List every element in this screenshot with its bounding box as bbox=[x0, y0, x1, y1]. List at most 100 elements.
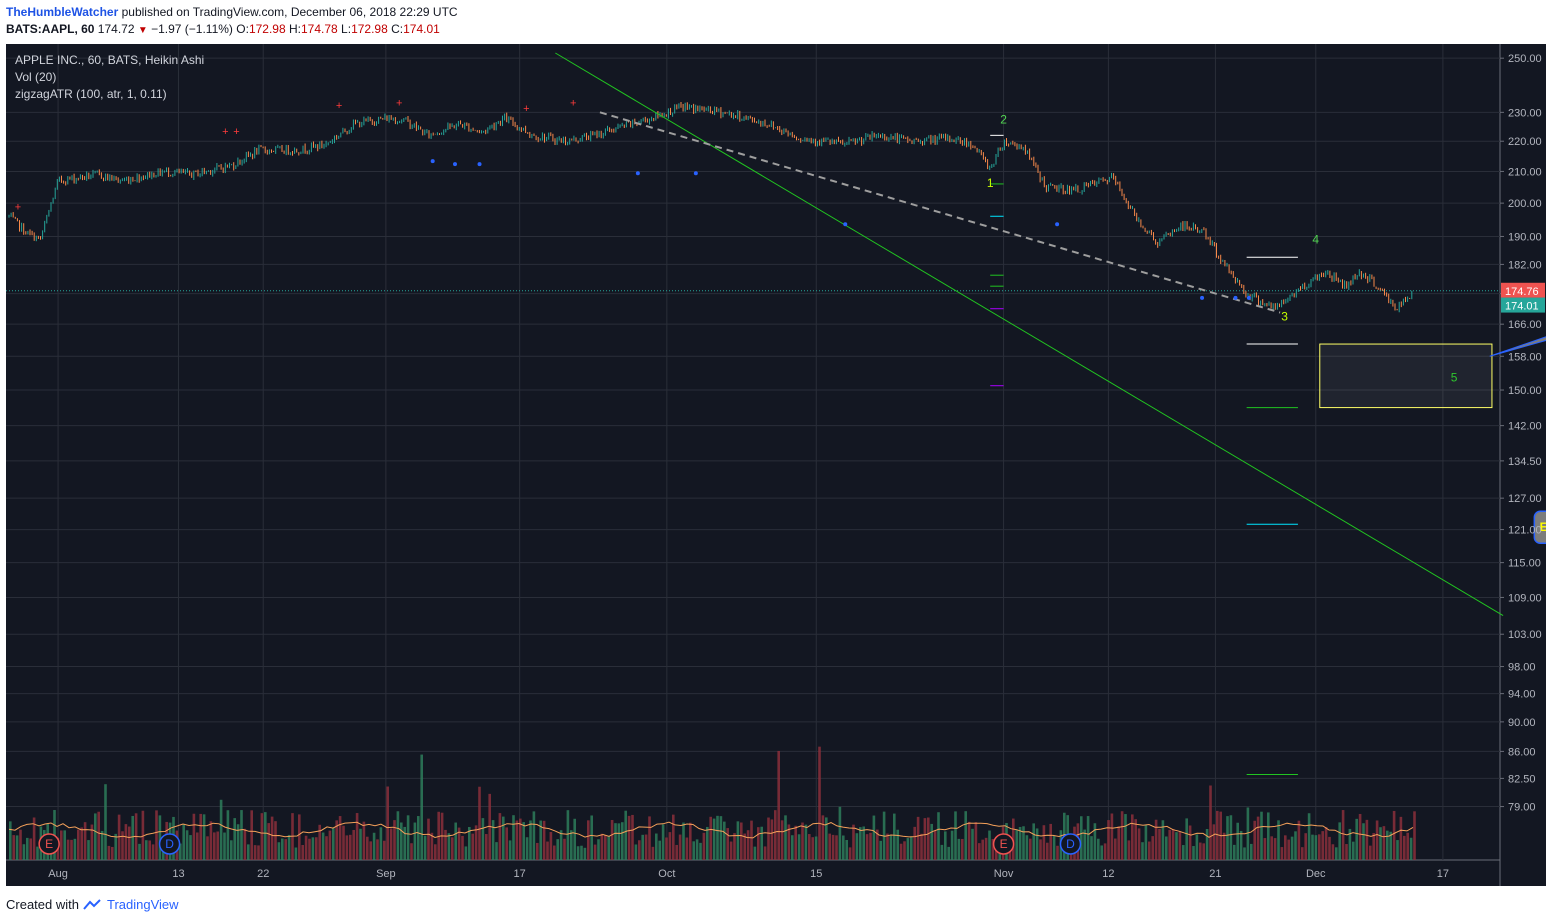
volume-bar bbox=[471, 833, 474, 860]
volume-bar bbox=[736, 821, 740, 860]
volume-bar bbox=[797, 834, 801, 860]
volume-bar bbox=[1035, 828, 1039, 860]
volume-bar bbox=[1039, 839, 1042, 860]
volume-bar bbox=[1355, 818, 1358, 860]
volume-bar bbox=[563, 838, 566, 860]
volume-bar bbox=[66, 839, 70, 860]
event-marker-icon[interactable] bbox=[1059, 833, 1082, 855]
price-tick-label: 109.00 bbox=[1508, 592, 1542, 604]
volume-bar bbox=[1297, 820, 1301, 860]
close-value: 174.01 bbox=[403, 22, 440, 36]
time-axis[interactable] bbox=[6, 860, 1500, 886]
volume-bar bbox=[1406, 832, 1409, 860]
volume-bar bbox=[60, 830, 63, 860]
volume-bar bbox=[301, 845, 304, 860]
volume-bar bbox=[1154, 819, 1158, 860]
volume-bar bbox=[964, 811, 967, 860]
volume-bar bbox=[641, 834, 644, 860]
symbol-label: BATS:AAPL, 60 bbox=[6, 22, 95, 36]
volume-bar bbox=[281, 838, 284, 860]
volume-bar bbox=[430, 832, 434, 860]
volume-bar bbox=[155, 810, 158, 860]
volume-bar bbox=[257, 845, 260, 860]
volume-bar bbox=[226, 810, 230, 860]
trendline bbox=[555, 52, 1504, 617]
volume-bar bbox=[321, 832, 325, 860]
volume-bar bbox=[855, 833, 859, 860]
volume-bar bbox=[393, 820, 396, 860]
volume-bar bbox=[369, 841, 372, 860]
price-axis[interactable] bbox=[1500, 44, 1546, 886]
volume-bar bbox=[553, 845, 556, 860]
volume-bar bbox=[831, 834, 835, 860]
volume-bar bbox=[536, 842, 539, 860]
volume-bar bbox=[427, 818, 430, 860]
volume-bar bbox=[1158, 828, 1161, 860]
volume-bar bbox=[699, 842, 702, 860]
volume-bar bbox=[685, 837, 689, 860]
tradingview-brand[interactable]: TradingView bbox=[106, 897, 179, 912]
volume-bar bbox=[1290, 836, 1294, 860]
volume-bar bbox=[1314, 835, 1318, 860]
volume-bar bbox=[107, 845, 111, 860]
event-marker-icon[interactable] bbox=[38, 833, 60, 855]
volume-bar bbox=[117, 814, 121, 860]
volume-bar bbox=[1324, 827, 1328, 860]
time-tick-label: 17 bbox=[1437, 868, 1449, 880]
volume-bar bbox=[1107, 820, 1110, 860]
volume-bar bbox=[729, 841, 733, 860]
down-arrow-icon: ▼ bbox=[137, 25, 148, 36]
target-box[interactable] bbox=[1319, 343, 1493, 409]
volume-bar bbox=[644, 834, 648, 860]
price-tick-label: 182.00 bbox=[1508, 259, 1542, 271]
volume-bar bbox=[661, 824, 665, 860]
event-marker-icon[interactable] bbox=[158, 833, 181, 855]
volume-bar bbox=[600, 833, 604, 860]
volume-bar bbox=[638, 840, 641, 860]
volume-bar bbox=[1233, 844, 1236, 860]
volume-bar bbox=[825, 817, 828, 860]
volume-bar bbox=[859, 827, 862, 860]
volume-bar bbox=[468, 827, 471, 860]
volume-bar bbox=[1409, 837, 1413, 860]
event-marker-icon[interactable] bbox=[992, 833, 1015, 855]
volume-bar bbox=[587, 820, 590, 860]
swing-low-marker bbox=[453, 162, 457, 167]
volume-bar bbox=[141, 810, 145, 860]
volume-bar bbox=[1199, 842, 1202, 860]
volume-bar bbox=[556, 839, 559, 860]
volume-bar bbox=[604, 835, 607, 860]
volume-bar bbox=[417, 816, 420, 860]
volume-bar bbox=[794, 825, 797, 860]
volume-bar bbox=[1141, 842, 1144, 860]
author-link[interactable]: TheHumbleWatcher bbox=[6, 5, 119, 19]
volume-bar bbox=[1012, 818, 1015, 860]
volume-bar bbox=[1046, 842, 1049, 860]
volume-bar bbox=[529, 820, 532, 860]
volume-bar bbox=[315, 837, 318, 860]
volume-bar bbox=[325, 836, 328, 860]
volume-bar bbox=[808, 834, 811, 860]
volume-bar bbox=[1403, 835, 1406, 860]
volume-bar bbox=[100, 830, 104, 860]
volume-bar bbox=[1243, 847, 1246, 860]
price-tick-label: 103.00 bbox=[1508, 629, 1542, 641]
volume-bar bbox=[525, 837, 529, 860]
volume-bar bbox=[1171, 828, 1175, 860]
volume-bar bbox=[1345, 844, 1348, 860]
volume-bar bbox=[750, 820, 753, 860]
volume-bar bbox=[389, 828, 393, 860]
volume-bar bbox=[284, 839, 287, 860]
volume-bar bbox=[83, 822, 87, 860]
volume-bar bbox=[1209, 785, 1212, 860]
swing-high-marker: + bbox=[336, 100, 342, 112]
volume-bar bbox=[566, 810, 570, 860]
volume-bar bbox=[1365, 819, 1369, 860]
volume-bar bbox=[128, 826, 131, 860]
volume-bar bbox=[1178, 831, 1182, 860]
volume-bar bbox=[933, 830, 937, 860]
volume-bar bbox=[1205, 828, 1209, 860]
volume-bar bbox=[675, 844, 678, 860]
